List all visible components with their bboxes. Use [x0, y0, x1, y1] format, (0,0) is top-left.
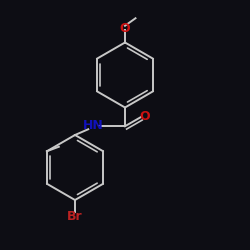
Text: HN: HN	[84, 119, 104, 132]
Text: Br: Br	[67, 210, 83, 222]
Text: O: O	[140, 110, 150, 123]
Text: O: O	[120, 22, 130, 35]
